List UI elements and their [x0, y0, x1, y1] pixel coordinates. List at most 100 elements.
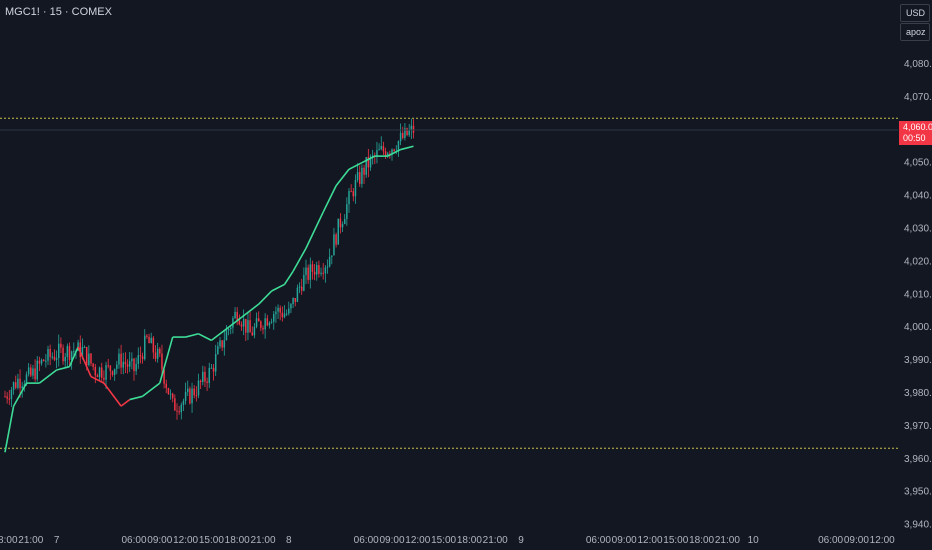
candle-body [193, 388, 195, 396]
candle-body [240, 324, 243, 327]
candle-body [378, 149, 380, 151]
candle-body [124, 361, 127, 365]
candle-body [77, 342, 79, 351]
candle-body [311, 264, 314, 272]
y-tick-label: 4,010.0 [904, 289, 932, 300]
x-tick-label: 12:00 [637, 535, 662, 546]
candle-body [109, 365, 112, 372]
candle-body [227, 329, 230, 331]
candle-body [47, 348, 49, 361]
candle-body [81, 347, 84, 358]
candle-body [225, 330, 228, 341]
x-tick-label: 06:00 [354, 535, 379, 546]
candle-body [270, 321, 273, 323]
candle-body [350, 191, 352, 193]
y-tick-label: 3,950.0 [904, 487, 932, 498]
trend-segment [68, 346, 79, 367]
candle-body [169, 393, 172, 395]
candle-body [296, 287, 299, 302]
candle-body [27, 367, 30, 375]
candle-body [328, 256, 331, 267]
candle-body [98, 367, 101, 378]
candle-body [131, 358, 133, 362]
candle-body [58, 343, 60, 359]
x-tick-label: 18:00 [0, 535, 18, 546]
candle-body [348, 191, 350, 205]
candle-body [305, 267, 307, 275]
candle-body [176, 410, 178, 412]
candle-body [264, 318, 266, 330]
candle-body [361, 167, 363, 184]
x-tick-label: 09:00 [147, 535, 172, 546]
x-tick-label: 15:00 [431, 535, 456, 546]
candle-body [376, 150, 378, 157]
horizontal-levels [0, 117, 898, 449]
candle-body [262, 327, 264, 330]
candle-body [307, 267, 309, 280]
candle-body [53, 356, 56, 360]
candle-body [150, 337, 152, 344]
candle-body [343, 218, 346, 224]
trend-segment [241, 303, 260, 318]
candle-body [303, 274, 305, 291]
candle-body [49, 348, 51, 357]
candle-body [45, 360, 47, 362]
candle-body [6, 396, 8, 399]
candle-body [8, 398, 11, 400]
candle-body [60, 343, 62, 348]
trend-segment [348, 161, 363, 170]
candle-body [341, 223, 344, 228]
candle-body [128, 361, 131, 367]
candle-body [382, 146, 385, 152]
x-tick-label: 18:00 [689, 535, 714, 546]
trend-segment [271, 283, 285, 292]
candle-body [292, 297, 294, 305]
candle-body [210, 367, 213, 369]
x-tick-label: 15:00 [199, 535, 224, 546]
y-tick-label: 4,050.0 [904, 158, 932, 169]
candle-body [182, 400, 185, 405]
candle-body [268, 322, 271, 326]
candle-body [105, 365, 107, 380]
candle-body [152, 337, 155, 353]
candle-body [251, 332, 253, 336]
x-tick-label: 09:00 [612, 535, 637, 546]
x-tick-label: 21:00 [250, 535, 275, 546]
symbol-title[interactable]: MGC1! · 15 · COMEX [5, 6, 112, 18]
candle-body [94, 366, 97, 376]
y-tick-label: 4,080.0 [904, 59, 932, 70]
candle-body [354, 180, 357, 197]
y-tick-label: 3,990.0 [904, 355, 932, 366]
trend-segment [258, 290, 273, 305]
candle-body [389, 153, 391, 155]
candle-body [397, 141, 400, 151]
scale-label-box[interactable]: apoz [900, 23, 930, 41]
price-axis[interactable]: 4,080.0 4,070.0 4,060.0 4,050.0 4,040.0 4,030… [904, 59, 932, 531]
candle-body [260, 321, 262, 328]
candle-body [352, 191, 355, 197]
candle-body [281, 312, 284, 318]
candle-body [322, 272, 324, 274]
candle-body [83, 346, 86, 348]
candle-body [23, 384, 26, 387]
candle-body [135, 363, 137, 372]
trend-segment [305, 211, 324, 249]
candle-body [107, 365, 109, 367]
candle-body [32, 368, 34, 376]
candle-body [197, 380, 200, 396]
candle-body [126, 364, 129, 367]
y-tick-label: 4,020.0 [904, 256, 932, 267]
candle-body [55, 358, 58, 360]
candle-body [386, 153, 389, 157]
candle-body [30, 367, 32, 376]
x-tick-label: 12:00 [870, 535, 895, 546]
currency-box[interactable]: USD [900, 4, 930, 22]
candle-body [180, 404, 183, 413]
candle-body [42, 359, 45, 362]
candle-body [393, 149, 395, 151]
time-axis[interactable]: 18:0021:00706:0009:0012:0015:0018:0021:0… [0, 535, 895, 546]
trend-segment [292, 247, 307, 272]
candle-body [15, 382, 17, 388]
candle-body [290, 304, 292, 309]
